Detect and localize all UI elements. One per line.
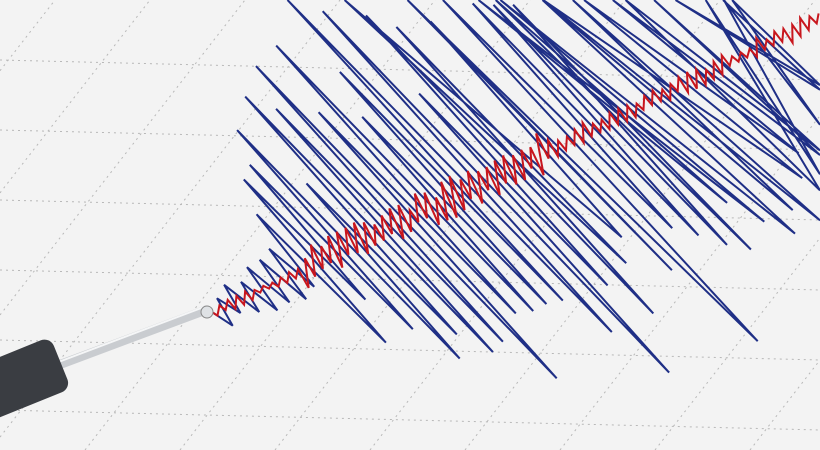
grid-line <box>749 359 820 450</box>
grid-line <box>464 0 816 450</box>
pen-tip <box>200 305 214 319</box>
seismic-trace-blue <box>206 0 820 379</box>
pen-rod-highlight <box>39 306 205 370</box>
grid-line <box>84 0 436 450</box>
grid-line <box>0 0 341 438</box>
seismic-trace-red <box>210 13 820 318</box>
grid-line <box>179 0 531 450</box>
grid-line <box>369 0 721 450</box>
pen-body <box>0 339 69 435</box>
grid-line <box>0 0 246 316</box>
grid-line <box>274 0 626 450</box>
grid-line <box>654 237 820 450</box>
grid-line <box>0 409 820 431</box>
grid-line <box>0 0 56 72</box>
seismograph-pen <box>0 305 214 435</box>
grid-line <box>0 0 151 194</box>
grid-line <box>559 115 820 450</box>
pen-rod <box>35 305 211 377</box>
